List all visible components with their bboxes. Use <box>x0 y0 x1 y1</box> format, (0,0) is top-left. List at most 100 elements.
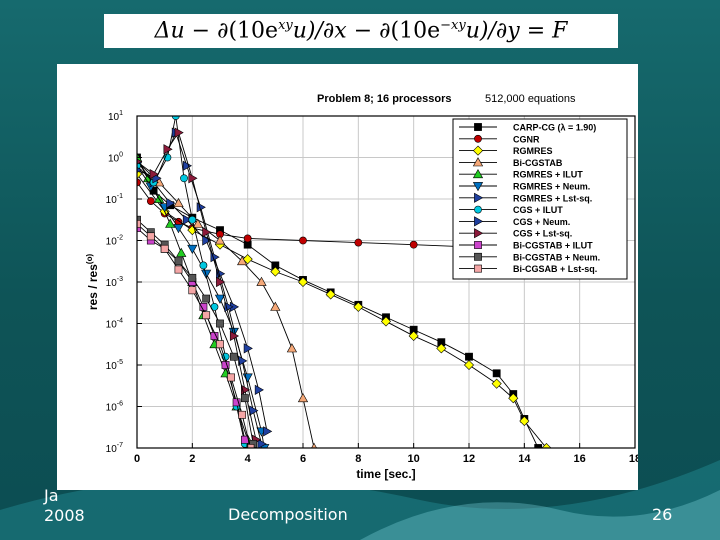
x-tick-label: 0 <box>134 453 140 465</box>
data-point <box>202 311 211 320</box>
y-tick-label: 10-1 <box>106 193 123 206</box>
y-tick-label: 10-3 <box>106 276 123 289</box>
data-point <box>519 416 530 427</box>
data-point <box>474 264 482 273</box>
data-point <box>163 144 173 155</box>
data-point <box>436 343 447 354</box>
x-tick-label: 2 <box>189 453 195 465</box>
chart-series <box>137 116 552 448</box>
legend-label: Bi-CGSTAB + ILUT <box>513 241 593 251</box>
data-point <box>242 373 253 383</box>
data-point <box>297 276 309 288</box>
y-tick-label: 10-7 <box>106 442 123 455</box>
data-point <box>472 182 484 192</box>
data-point <box>229 352 238 361</box>
footer-left-line1: Ja <box>44 486 59 505</box>
legend-box <box>452 118 628 280</box>
legend-label: RGMRES <box>513 146 553 156</box>
data-point <box>263 426 273 437</box>
data-point <box>187 244 198 255</box>
data-point <box>472 157 484 167</box>
series-bi-cgstab-neum- <box>137 215 258 448</box>
data-point <box>409 240 418 249</box>
chart-title: Problem 8; 16 processors <box>317 93 452 105</box>
data-point <box>353 301 364 312</box>
legend-label: CGS + Neum. <box>513 217 570 227</box>
data-point <box>270 301 281 311</box>
data-point <box>182 160 193 171</box>
x-tick-label: 16 <box>574 453 586 465</box>
data-point <box>492 369 501 378</box>
y-tick-label: 10-4 <box>106 318 123 331</box>
y-tick-label: 101 <box>108 110 123 123</box>
data-point <box>174 127 184 138</box>
x-tick-label: 8 <box>355 453 361 465</box>
data-point <box>199 261 208 270</box>
data-point <box>229 330 240 342</box>
data-point <box>270 266 281 277</box>
y-tick-label: 100 <box>108 152 123 165</box>
series-line <box>137 219 254 444</box>
data-point <box>216 319 224 328</box>
convergence-chart: 0 2 4 6 8 10 12 14 16 18 101 100 10-1 10-2 10-3 10-4 10-… <box>85 93 641 481</box>
data-point <box>408 330 419 341</box>
data-point <box>174 265 183 274</box>
data-point <box>474 192 484 203</box>
data-point <box>299 236 307 245</box>
data-point <box>256 276 267 286</box>
x-tick-label: 6 <box>300 453 306 465</box>
data-point <box>237 256 248 266</box>
data-point <box>354 238 363 247</box>
footer-title: Decomposition <box>228 505 348 524</box>
data-point <box>508 393 519 404</box>
equation-banner: Δu − ∂(10exyu)/∂x − ∂(10e−xyu)/∂y = F <box>104 14 618 48</box>
x-tick-label: 14 <box>518 453 531 465</box>
data-point <box>297 392 309 403</box>
data-point <box>254 384 264 396</box>
y-tick-label: 10-5 <box>106 359 123 372</box>
data-point <box>227 373 235 382</box>
data-point <box>238 410 247 419</box>
x-axis-label: time [sec.] <box>356 467 415 481</box>
data-point <box>325 289 336 300</box>
chart-legend: CARP-CG (λ = 1.90)CGNR RGMRES Bi-CGSTAB RGM… <box>452 118 628 280</box>
data-point <box>160 244 169 253</box>
x-tick-label: 10 <box>408 453 420 465</box>
legend-label: RGMRES + ILUT <box>513 170 583 180</box>
data-point <box>465 352 473 361</box>
series-line <box>137 227 246 440</box>
data-point <box>243 234 252 243</box>
data-point <box>173 224 184 234</box>
data-point <box>257 438 267 448</box>
data-point <box>474 123 482 131</box>
data-point <box>174 257 183 266</box>
data-point <box>146 232 155 241</box>
data-point <box>286 343 298 353</box>
footer-left-line2: 2008 <box>44 506 85 525</box>
series-rgmres <box>137 169 552 448</box>
chart-panel: 0 2 4 6 8 10 12 14 16 18 101 100 10-1 10-2 10-3 10-4 10-… <box>57 64 641 490</box>
data-point <box>232 398 241 407</box>
data-point <box>146 197 155 205</box>
data-point <box>202 294 211 303</box>
data-point <box>192 218 203 228</box>
data-point <box>173 197 184 208</box>
data-point <box>188 273 197 282</box>
data-point <box>166 198 176 209</box>
data-point <box>202 235 212 246</box>
series-bi-cgsab-lst-sq- <box>137 220 255 448</box>
data-point <box>188 173 198 184</box>
chart-subtitle: 512,000 equations <box>485 93 576 105</box>
legend-label: Bi-CGSTAB + Neum. <box>513 252 600 262</box>
data-point <box>216 340 224 349</box>
data-point <box>474 252 482 261</box>
legend-label: CARP-CG (λ = 1.90) <box>513 123 596 133</box>
data-point <box>472 145 484 156</box>
data-point <box>182 214 193 225</box>
footer-date: Ja 2008 <box>44 486 85 526</box>
axis-ticks: 0 2 4 6 8 10 12 14 16 18 101 100 10-1 10-2 10-3 10-4 10-… <box>106 110 641 465</box>
legend-label: RGMRES + Lst-sq. <box>513 193 592 203</box>
data-point <box>214 235 226 245</box>
data-point <box>474 241 482 249</box>
data-point <box>491 378 502 389</box>
